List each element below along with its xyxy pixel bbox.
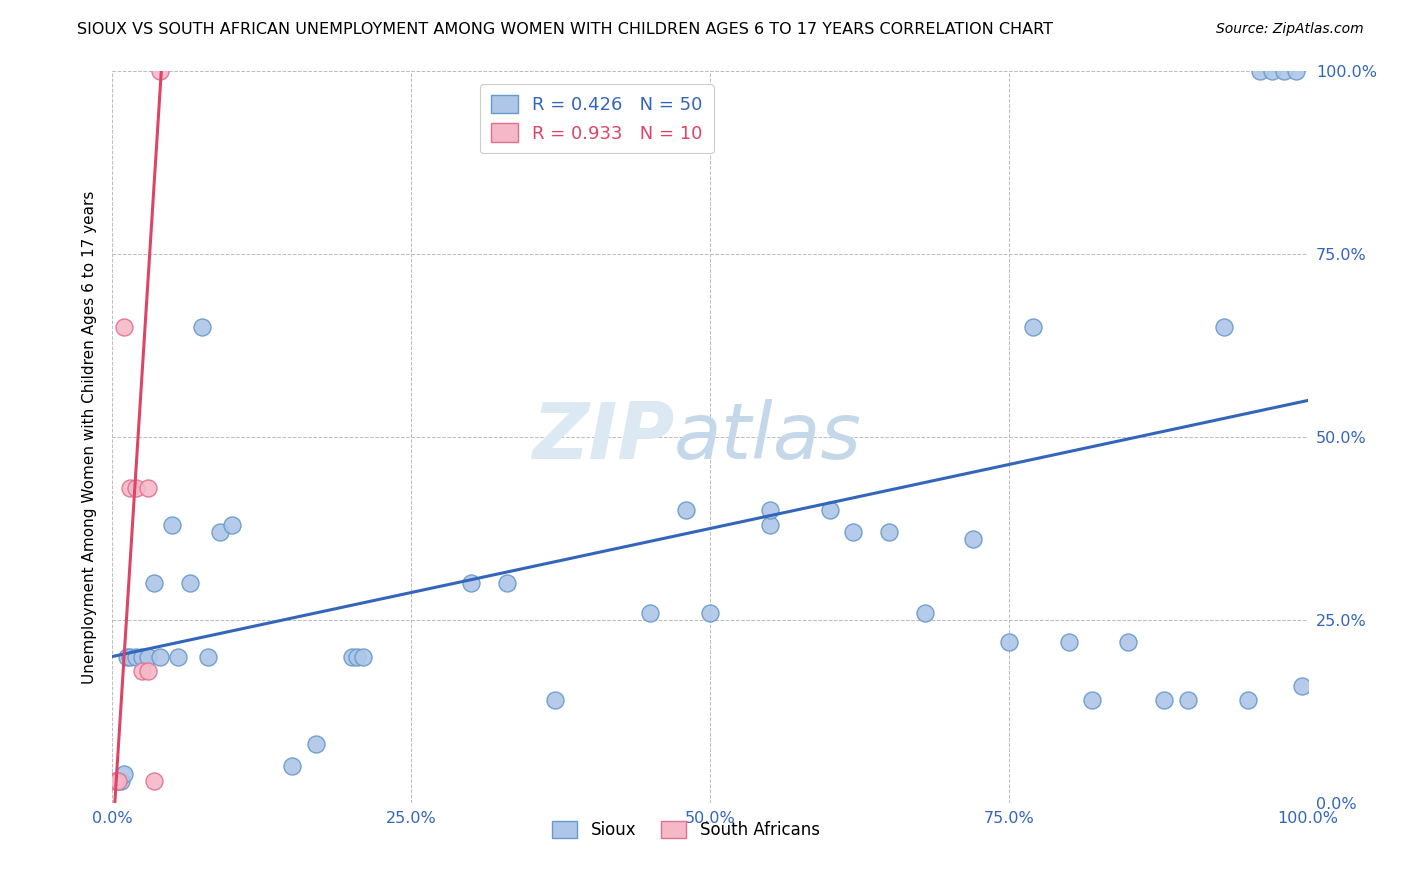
Point <box>1057 635 1080 649</box>
Point <box>114 320 135 334</box>
Point <box>1177 693 1199 707</box>
Point <box>699 606 721 620</box>
Point <box>962 533 984 547</box>
Legend: Sioux, South Africans: Sioux, South Africans <box>546 814 827 846</box>
Point <box>759 517 782 532</box>
Point <box>340 649 363 664</box>
Point <box>143 576 166 591</box>
Point <box>675 503 697 517</box>
Point <box>460 576 482 591</box>
Point <box>105 773 128 788</box>
Point <box>543 693 565 707</box>
Point <box>120 649 142 664</box>
Point <box>818 503 841 517</box>
Point <box>197 649 219 664</box>
Point <box>1272 64 1295 78</box>
Point <box>759 503 782 517</box>
Point <box>1153 693 1175 707</box>
Point <box>346 649 368 664</box>
Text: atlas: atlas <box>675 399 862 475</box>
Point <box>138 664 160 678</box>
Point <box>131 649 153 664</box>
Point <box>143 773 166 788</box>
Point <box>305 737 328 751</box>
Point <box>1118 635 1140 649</box>
Point <box>120 481 142 495</box>
Point <box>104 773 127 788</box>
Point <box>842 525 865 540</box>
Text: ZIP: ZIP <box>531 399 675 475</box>
Point <box>125 649 148 664</box>
Text: SIOUX VS SOUTH AFRICAN UNEMPLOYMENT AMONG WOMEN WITH CHILDREN AGES 6 TO 17 YEARS: SIOUX VS SOUTH AFRICAN UNEMPLOYMENT AMON… <box>77 22 1053 37</box>
Point <box>131 664 153 678</box>
Point <box>640 606 662 620</box>
Point <box>914 606 936 620</box>
Point <box>496 576 519 591</box>
Point <box>1261 64 1284 78</box>
Point <box>353 649 375 664</box>
Point <box>1249 64 1271 78</box>
Point <box>998 635 1021 649</box>
Point <box>1237 693 1260 707</box>
Point <box>221 517 243 532</box>
Point <box>149 649 172 664</box>
Point <box>281 759 304 773</box>
Point <box>125 481 148 495</box>
Point <box>179 576 201 591</box>
Point <box>115 649 138 664</box>
Point <box>138 481 160 495</box>
Point <box>149 64 172 78</box>
Point <box>1081 693 1104 707</box>
Point <box>107 773 129 788</box>
Point <box>191 320 214 334</box>
Point <box>110 773 132 788</box>
Point <box>162 517 183 532</box>
Point <box>167 649 190 664</box>
Point <box>1022 320 1045 334</box>
Point <box>138 649 160 664</box>
Y-axis label: Unemployment Among Women with Children Ages 6 to 17 years: Unemployment Among Women with Children A… <box>82 190 97 684</box>
Point <box>1291 679 1313 693</box>
Point <box>209 525 232 540</box>
Point <box>879 525 901 540</box>
Point <box>114 766 135 780</box>
Point <box>1213 320 1236 334</box>
Point <box>1285 64 1308 78</box>
Point <box>107 773 129 788</box>
Text: Source: ZipAtlas.com: Source: ZipAtlas.com <box>1216 22 1364 37</box>
